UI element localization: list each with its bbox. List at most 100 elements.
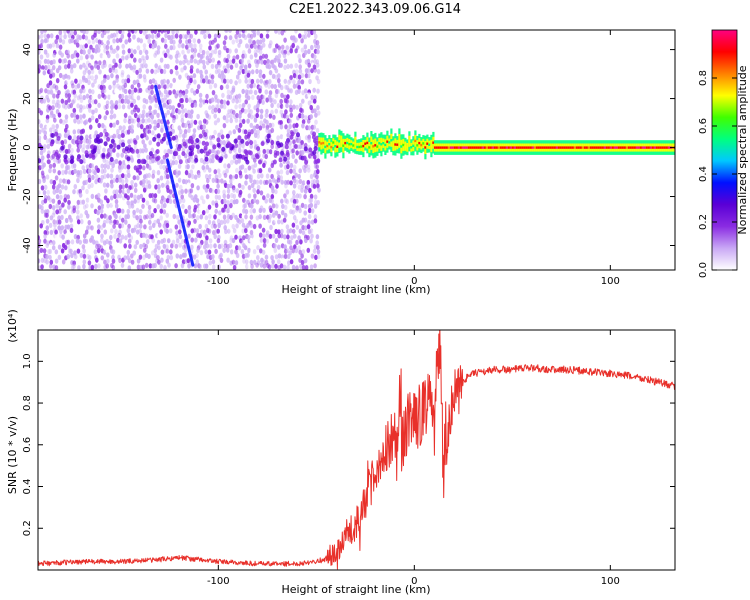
band-core	[368, 146, 371, 149]
noise-cell	[286, 50, 291, 56]
noise-cell	[180, 97, 184, 104]
noise-cell	[76, 209, 80, 215]
noise-cell	[38, 238, 42, 244]
noise-cell	[189, 188, 194, 194]
band-core	[388, 141, 391, 144]
noise-cell	[133, 107, 137, 113]
noise-cell	[264, 254, 269, 260]
noise-cell	[180, 117, 185, 124]
noise-cell	[171, 239, 176, 245]
noise-cell	[201, 165, 206, 171]
noise-cell	[186, 222, 191, 228]
noise-cell	[63, 84, 68, 90]
noise-cell	[270, 194, 275, 200]
noise-cell	[54, 85, 59, 91]
noise-cell	[97, 205, 102, 211]
noise-cell	[272, 159, 277, 165]
noise-cell	[138, 87, 143, 93]
noise-cell	[78, 35, 82, 41]
noise-cell	[234, 143, 239, 149]
noise-cell	[58, 37, 63, 43]
band-core	[603, 146, 607, 149]
noise-cell	[102, 53, 106, 60]
noise-cell	[55, 47, 60, 53]
noise-cell	[283, 244, 288, 250]
noise-cell	[82, 263, 86, 270]
noise-cell	[95, 118, 99, 124]
noise-cell	[57, 254, 62, 260]
noise-cell	[70, 38, 74, 44]
noise-cell	[151, 169, 156, 175]
noise-cell	[51, 245, 56, 251]
noise-cell	[265, 163, 270, 169]
noise-cell	[114, 88, 118, 94]
noise-cell	[202, 124, 206, 130]
noise-cell	[219, 219, 224, 225]
noise-cell	[60, 225, 65, 231]
noise-cell	[38, 158, 42, 164]
noise-cell	[268, 213, 273, 219]
noise-cell	[40, 30, 44, 35]
noise-cell	[286, 219, 291, 225]
noise-cell	[307, 207, 312, 214]
noise-cell	[126, 213, 131, 219]
noise-cell	[97, 93, 102, 99]
noise-cell	[184, 112, 189, 118]
noise-cell	[298, 58, 302, 64]
noise-cell	[52, 52, 56, 58]
noise-cell	[307, 92, 311, 98]
noise-cell	[310, 219, 315, 225]
noise-cell	[315, 153, 320, 159]
noise-cell	[57, 112, 62, 118]
noise-cell	[109, 122, 113, 128]
noise-cell	[100, 32, 105, 39]
noise-cell	[198, 242, 203, 249]
noise-cell	[278, 157, 283, 163]
noise-cell	[48, 43, 53, 49]
noise-cell	[98, 60, 102, 66]
band-core	[525, 146, 529, 149]
noise-cell	[147, 253, 151, 259]
noise-cell	[181, 90, 186, 96]
noise-cell	[181, 151, 186, 157]
noise-cell	[132, 118, 136, 124]
noise-cell	[219, 84, 224, 91]
noise-cell	[38, 34, 41, 40]
noise-cell	[244, 238, 248, 244]
noise-cell	[139, 193, 144, 199]
noise-cell	[94, 263, 98, 269]
noise-cell	[213, 214, 217, 220]
noise-cell	[270, 83, 275, 89]
noise-cell	[235, 198, 239, 205]
noise-cell	[87, 183, 91, 190]
noise-cell	[266, 30, 270, 33]
band-core	[503, 146, 507, 149]
noise-cell	[197, 38, 201, 44]
noise-cell	[292, 215, 297, 221]
noise-cell	[99, 178, 103, 184]
noise-cell	[208, 84, 213, 90]
noise-cell	[234, 173, 239, 180]
noise-cell	[263, 59, 267, 65]
noise-cell	[165, 244, 169, 250]
noise-cell	[274, 254, 279, 260]
noise-cell	[279, 103, 284, 109]
noise-cell	[109, 195, 114, 201]
noise-cell	[96, 134, 100, 140]
noise-cell	[286, 234, 290, 240]
noise-cell	[93, 32, 97, 38]
noise-cell	[252, 40, 256, 46]
noise-cell	[271, 238, 276, 244]
band-core	[412, 144, 415, 147]
noise-cell	[55, 43, 60, 49]
noise-cell	[90, 225, 94, 231]
noise-cell	[101, 123, 105, 129]
noise-cell	[116, 45, 120, 51]
noise-cell	[303, 194, 307, 200]
noise-cell	[116, 249, 120, 255]
noise-cell	[184, 179, 188, 185]
noise-cell	[294, 172, 299, 178]
noise-cell	[42, 147, 46, 153]
noise-cell	[115, 37, 120, 44]
noise-cell	[255, 62, 259, 68]
